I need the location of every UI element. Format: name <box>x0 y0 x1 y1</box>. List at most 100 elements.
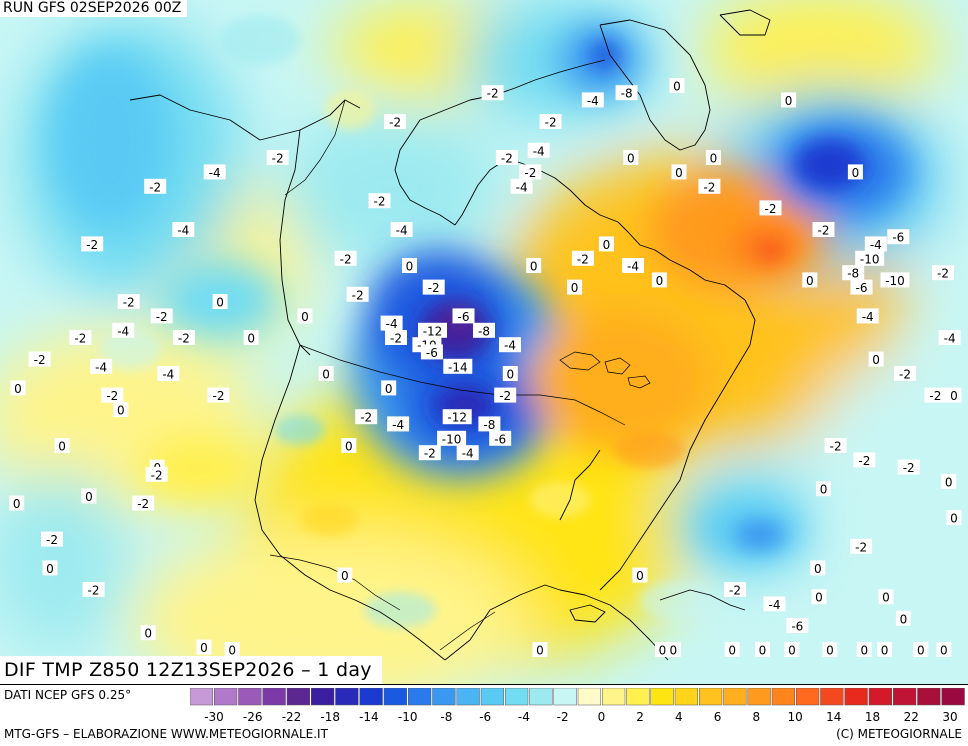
color-scale-swatch <box>602 688 626 706</box>
color-scale-tick-label: -6 <box>479 710 491 724</box>
contour-label: -8 <box>478 416 501 432</box>
contour-label: 0 <box>54 438 70 454</box>
contour-label: 0 <box>651 272 667 288</box>
contour-label: 0 <box>623 150 639 166</box>
contour-label: -4 <box>112 322 135 338</box>
svg-text:0: 0 <box>14 382 22 396</box>
color-scale-swatch <box>650 688 674 706</box>
svg-text:-2: -2 <box>818 224 830 238</box>
color-scale-swatch <box>941 688 965 706</box>
color-scale-tick-label: -8 <box>440 710 452 724</box>
contour-label: -2 <box>853 452 876 468</box>
legend-bar: DATI NCEP GFS 0.25° °-30-26-22-18-14-10-… <box>0 684 968 746</box>
color-scale-swatch <box>505 688 529 706</box>
svg-text:-4: -4 <box>209 166 221 180</box>
contour-label: 0 <box>502 366 518 382</box>
contour-label: 0 <box>822 642 838 658</box>
svg-text:0: 0 <box>627 152 635 166</box>
contour-label: 0 <box>318 366 334 382</box>
svg-text:-2: -2 <box>213 389 225 403</box>
svg-text:-6: -6 <box>426 346 438 360</box>
svg-text:-12: -12 <box>447 411 467 425</box>
svg-text:-2: -2 <box>929 389 941 403</box>
color-scale: °-30-26-22-18-14-10-8-6-4-20246810141822… <box>190 688 965 724</box>
svg-text:-2: -2 <box>577 252 589 266</box>
contour-label: -6 <box>786 618 809 634</box>
svg-text:-2: -2 <box>74 332 86 346</box>
svg-text:-2: -2 <box>830 440 842 454</box>
contour-label: -2 <box>812 222 835 238</box>
svg-text:-2: -2 <box>151 468 163 482</box>
color-scale-swatch <box>286 688 310 706</box>
svg-text:0: 0 <box>882 591 890 605</box>
svg-text:0: 0 <box>950 389 958 403</box>
contour-label: -2 <box>334 250 357 266</box>
svg-text:0: 0 <box>860 644 868 658</box>
color-scale-swatch <box>456 688 480 706</box>
contour-label: -14 <box>443 358 473 374</box>
svg-text:0: 0 <box>950 512 958 526</box>
color-scale-swatch <box>893 688 917 706</box>
color-scale-tick-label: 30 <box>942 710 957 724</box>
svg-text:-2: -2 <box>149 180 161 194</box>
svg-text:-4: -4 <box>386 317 398 331</box>
svg-text:-2: -2 <box>374 195 386 209</box>
svg-text:0: 0 <box>728 644 736 658</box>
svg-text:-2: -2 <box>524 166 536 180</box>
contour-label: -2 <box>418 445 441 461</box>
contour-label: -4 <box>387 416 410 432</box>
svg-text:-6: -6 <box>856 281 868 295</box>
color-scale-swatch <box>262 688 286 706</box>
svg-text:-4: -4 <box>396 224 408 238</box>
svg-text:0: 0 <box>636 569 644 583</box>
contour-label: -4 <box>390 222 413 238</box>
contour-label: 0 <box>655 642 670 658</box>
svg-text:0: 0 <box>940 644 948 658</box>
color-scale-tick-label: 4 <box>675 710 683 724</box>
svg-text:0: 0 <box>46 562 54 576</box>
color-scale-tick-label: -18 <box>320 710 340 724</box>
contour-label: -2 <box>69 330 92 346</box>
svg-text:0: 0 <box>341 569 349 583</box>
svg-text:-2: -2 <box>703 180 715 194</box>
svg-text:0: 0 <box>820 483 828 497</box>
contour-label: 0 <box>669 78 685 94</box>
contour-label: -2 <box>494 387 517 403</box>
svg-text:0: 0 <box>144 627 152 641</box>
svg-text:-10: -10 <box>885 274 905 288</box>
svg-text:-4: -4 <box>177 224 189 238</box>
contour-label: 0 <box>810 560 826 576</box>
contour-label: 0 <box>341 438 357 454</box>
contour-label: -4 <box>938 330 961 346</box>
svg-text:-2: -2 <box>137 497 149 511</box>
contour-label: -8 <box>842 265 865 281</box>
contour-label: -2 <box>385 330 407 346</box>
contour-label: 0 <box>811 589 827 605</box>
svg-text:-2: -2 <box>389 116 401 130</box>
svg-text:0: 0 <box>826 644 834 658</box>
product-title: DIF TMP Z850 12Z13SEP2026 – 1 day <box>0 656 382 684</box>
contour-label: -4 <box>90 358 113 374</box>
contour-label: -4 <box>456 445 479 461</box>
contour-label: -2 <box>384 114 407 130</box>
contour-label: -2 <box>698 178 721 194</box>
svg-text:-4: -4 <box>862 310 874 324</box>
contour-label: 0 <box>724 642 740 658</box>
color-scale-swatch <box>626 688 650 706</box>
svg-text:-2: -2 <box>729 584 741 598</box>
svg-text:-4: -4 <box>462 447 474 461</box>
contour-label: -6 <box>489 430 512 446</box>
svg-text:-8: -8 <box>478 324 490 338</box>
contour-label: 0 <box>297 308 313 324</box>
contour-label: 0 <box>913 642 929 658</box>
svg-text:-2: -2 <box>428 281 440 295</box>
temperature-anomaly-map: -2 -4 -2 -4 -2 -2 -2 -4 -2 -2 -4 -2 -4 -2 -2 0 0 0 0 -2 0 0 -2… <box>0 0 968 684</box>
svg-text:-2: -2 <box>424 447 436 461</box>
color-scale-swatch <box>432 688 456 706</box>
contour-label: -4 <box>203 164 226 180</box>
contour-label: -2 <box>539 114 562 130</box>
color-scale-swatch <box>408 688 432 706</box>
svg-text:-2: -2 <box>390 332 402 346</box>
contour-label: 0 <box>868 351 884 367</box>
